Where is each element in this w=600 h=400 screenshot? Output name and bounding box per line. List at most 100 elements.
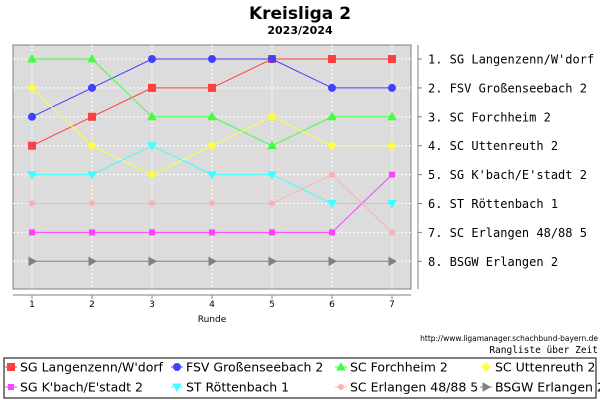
legend-item: SC Forchheim 2 (335, 360, 448, 375)
legend-label: SG Langenzenn/W'dorf (20, 360, 164, 375)
data-point (89, 229, 95, 236)
legend-label: FSV Großenseebach 2 (186, 360, 323, 375)
data-point (148, 55, 156, 63)
legend-label: SG K'bach/E'stadt 2 (20, 380, 143, 395)
right-axis-label: 3. SC Forchheim 2 (428, 110, 551, 124)
data-point (209, 229, 215, 236)
right-axis-label: 5. SG K'bach/E'stadt 2 (428, 168, 587, 182)
series-layer (27, 53, 398, 267)
data-point (388, 55, 396, 63)
data-point (268, 256, 278, 267)
legend-marker (482, 382, 492, 392)
right-axis-label: 1. SG Langenzenn/W'dorf (428, 53, 594, 67)
series-1 (28, 55, 396, 150)
data-point (269, 200, 275, 207)
data-point (207, 171, 217, 180)
data-point (388, 256, 398, 267)
data-point (208, 55, 216, 63)
data-point (27, 53, 37, 63)
data-point (387, 200, 397, 209)
data-point (207, 140, 217, 151)
data-point (88, 83, 96, 92)
data-point (207, 111, 217, 121)
series-6 (27, 142, 397, 209)
legend-marker (338, 384, 344, 390)
legend-label: SC Erlangen 48/88 5 (350, 380, 478, 395)
series-2 (28, 55, 396, 121)
data-point (327, 140, 337, 151)
legend-marker (173, 363, 181, 371)
series-3 (27, 53, 397, 150)
legend-item: SC Uttenreuth 2 (480, 360, 595, 375)
legend-label: SC Forchheim 2 (350, 360, 448, 375)
data-point (87, 140, 97, 151)
x-tick-label: 1 (29, 300, 35, 310)
right-axis-label: 4. SC Uttenreuth 2 (428, 139, 558, 153)
series-5 (29, 171, 395, 236)
data-point (328, 83, 336, 92)
data-point (329, 229, 335, 236)
legend-label: SC Uttenreuth 2 (495, 360, 595, 375)
data-point (29, 229, 35, 236)
data-point (29, 200, 35, 207)
right-axis-label: 7. SC Erlangen 48/88 5 (428, 226, 587, 240)
data-point (208, 83, 216, 92)
data-point (327, 200, 337, 209)
data-point (149, 200, 155, 207)
data-point (89, 200, 95, 207)
data-point (389, 171, 395, 178)
data-point (149, 229, 155, 236)
legend-label: BSGW Erlangen 2 (495, 380, 600, 395)
legend: SG Langenzenn/W'dorf FSV Großenseebach 2 S… (5, 360, 600, 395)
legend-box (3, 357, 597, 399)
x-tick-label: 4 (209, 300, 215, 310)
legend-item: SG K'bach/E'stadt 2 (5, 380, 143, 395)
data-point (267, 171, 277, 180)
data-point (267, 112, 277, 122)
data-point (28, 112, 36, 121)
legend-marker (8, 384, 14, 390)
data-point (329, 171, 335, 178)
x-tick-label: 3 (149, 300, 155, 310)
right-axis-label: 6. ST Röttenbach 1 (428, 197, 558, 211)
data-point (28, 141, 36, 150)
x-axis-label: Runde (198, 315, 227, 325)
data-point (88, 256, 98, 267)
x-tick-label: 6 (329, 300, 335, 310)
data-point (387, 140, 397, 151)
data-point (208, 256, 218, 267)
data-point (27, 171, 37, 180)
data-point (88, 112, 96, 121)
data-point (327, 111, 337, 121)
data-point (87, 53, 97, 63)
source-url: http://www.ligamanager.schachbund-bayern… (420, 334, 598, 343)
x-tick-label: 7 (389, 300, 395, 310)
right-axis-labels: 1. SG Langenzenn/W'dorf 2. FSV Großenseeb… (418, 53, 594, 269)
data-point (387, 111, 397, 121)
legend-label: ST Röttenbach 1 (186, 380, 289, 395)
data-point (389, 229, 395, 236)
legend-marker (7, 363, 15, 371)
x-tick-label: 5 (269, 300, 275, 310)
series-8 (28, 256, 398, 267)
data-point (147, 111, 157, 121)
data-point (388, 83, 396, 92)
legend-marker (336, 361, 346, 371)
data-point (209, 200, 215, 207)
x-axis-ticks: 1 2 3 4 5 6 7 (29, 295, 395, 310)
legend-item: BSGW Erlangen 2 (480, 380, 600, 395)
legend-item: FSV Großenseebach 2 (171, 360, 323, 375)
legend-marker (172, 383, 182, 393)
data-point (148, 256, 158, 267)
data-point (147, 169, 157, 180)
legend-item: SC Erlangen 48/88 5 (335, 380, 478, 395)
x-tick-label: 2 (89, 300, 95, 310)
data-point (28, 256, 38, 267)
right-axis-label: 8. BSGW Erlangen 2 (428, 255, 558, 269)
data-point (87, 171, 97, 180)
series-7 (29, 171, 395, 236)
chart-subtitle: 2023/2024 (267, 24, 333, 37)
data-point (27, 83, 37, 93)
legend-item: ST Röttenbach 1 (171, 380, 289, 395)
